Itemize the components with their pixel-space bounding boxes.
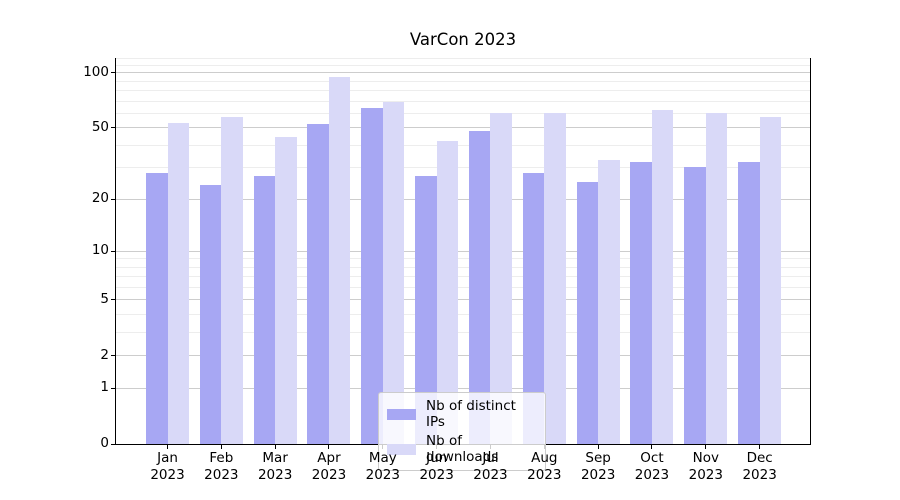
- x-tick-label: Jan 2023: [150, 450, 185, 483]
- bar-nb-of-distinct-ips-jun: [415, 175, 437, 444]
- bar-nb-of-downloads-mar: [275, 137, 297, 444]
- major-gridline: [116, 355, 810, 357]
- legend-label: Nb of downloads: [426, 433, 499, 465]
- bar-nb-of-downloads-jul: [490, 113, 512, 444]
- y-axis-tick: [111, 127, 115, 129]
- minor-gridline: [116, 314, 810, 316]
- bar-nb-of-distinct-ips-may: [361, 107, 383, 444]
- major-gridline: [116, 198, 810, 200]
- x-axis-tick: [274, 444, 276, 449]
- minor-gridline: [116, 276, 810, 278]
- x-axis-tick: [759, 444, 761, 449]
- bar-nb-of-distinct-ips-feb: [199, 184, 222, 444]
- chart-title: VarCon 2023: [409, 30, 517, 49]
- minor-gridline: [116, 90, 810, 92]
- y-tick-label: 50: [91, 118, 109, 135]
- y-tick-label: 5: [100, 290, 109, 307]
- minor-gridline: [116, 112, 810, 114]
- bar-nb-of-downloads-may: [382, 101, 405, 444]
- bar-nb-of-distinct-ips-jul: [468, 130, 491, 444]
- bar-nb-of-distinct-ips-nov: [684, 167, 706, 444]
- minor-gridline: [116, 57, 810, 59]
- x-axis-tick: [328, 444, 330, 449]
- bar-nb-of-downloads-feb: [221, 117, 243, 444]
- x-axis-tick: [705, 444, 707, 449]
- y-axis-tick: [111, 299, 115, 301]
- x-tick-label: Oct 2023: [634, 450, 670, 483]
- y-tick-label: 1: [100, 379, 109, 396]
- x-axis-tick: [167, 444, 168, 449]
- minor-gridline: [116, 167, 810, 169]
- y-axis-tick: [111, 387, 115, 389]
- plot-area: [111, 57, 811, 449]
- x-axis-tick: [651, 444, 653, 449]
- y-axis-tick: [111, 198, 115, 200]
- y-tick-label: 10: [91, 242, 109, 259]
- legend-label: Nb of distinct IPs: [426, 398, 516, 430]
- x-tick-label: Sep 2023: [580, 450, 616, 483]
- x-tick-label: May 2023: [365, 450, 400, 483]
- bar-nb-of-downloads-sep: [598, 159, 620, 444]
- minor-gridline: [116, 100, 810, 102]
- bar-nb-of-distinct-ips-apr: [307, 124, 329, 444]
- y-axis-tick: [111, 355, 115, 357]
- y-tick-label: 100: [83, 63, 109, 80]
- bar-nb-of-distinct-ips-sep: [576, 181, 599, 444]
- minor-gridline: [116, 64, 810, 66]
- y-tick-label: 0: [100, 435, 109, 451]
- y-tick-label: 2: [100, 346, 109, 363]
- major-gridline: [116, 387, 810, 389]
- bar-nb-of-downloads-jun: [436, 141, 459, 444]
- major-gridline: [116, 250, 810, 252]
- y-tick-label: 20: [91, 190, 109, 207]
- bar-nb-of-downloads-oct: [651, 110, 674, 444]
- legend-item: Nb of distinct IPs: [387, 398, 537, 430]
- minor-gridline: [116, 258, 810, 260]
- legend-swatch-nb-of-downloads: [387, 443, 416, 455]
- x-tick-label: Jun 2023: [419, 450, 454, 483]
- x-tick-label: Apr 2023: [311, 450, 347, 483]
- bar-nb-of-downloads-dec: [759, 117, 782, 444]
- minor-gridline: [116, 266, 810, 268]
- legend-swatch-nb-of-distinct-ips: [387, 408, 416, 420]
- x-tick-label: Dec 2023: [742, 450, 777, 483]
- y-axis-tick: [111, 250, 115, 252]
- y-axis-tick: [111, 443, 115, 445]
- bar-nb-of-downloads-nov: [705, 113, 728, 444]
- x-tick-label: Mar 2023: [257, 450, 293, 483]
- bar-nb-of-distinct-ips-oct: [630, 162, 652, 444]
- bar-nb-of-downloads-aug: [544, 113, 566, 444]
- y-axis-tick: [111, 72, 115, 74]
- legend: Nb of distinct IPs Nb of downloads: [378, 392, 546, 471]
- bar-nb-of-distinct-ips-mar: [253, 175, 276, 444]
- x-tick-label: Feb 2023: [204, 450, 239, 483]
- x-axis-tick: [597, 444, 599, 449]
- bar-nb-of-downloads-apr: [328, 76, 351, 444]
- bar-nb-of-downloads-jan: [167, 122, 189, 444]
- bar-nb-of-distinct-ips-dec: [738, 162, 760, 444]
- minor-gridline: [116, 287, 810, 289]
- minor-gridline: [116, 144, 810, 146]
- bar-nb-of-distinct-ips-aug: [522, 172, 545, 444]
- x-tick-label: Nov 2023: [688, 450, 723, 483]
- major-gridline: [116, 72, 810, 74]
- bar-nb-of-distinct-ips-jan: [146, 172, 168, 444]
- minor-gridline: [116, 80, 810, 82]
- x-tick-label: Jul 2023: [473, 450, 508, 483]
- x-axis-tick: [220, 444, 222, 449]
- minor-gridline: [116, 332, 810, 334]
- major-gridline: [116, 299, 810, 301]
- legend-item: Nb of downloads: [387, 433, 537, 465]
- x-tick-label: Aug 2023: [527, 450, 562, 483]
- major-gridline: [116, 127, 810, 129]
